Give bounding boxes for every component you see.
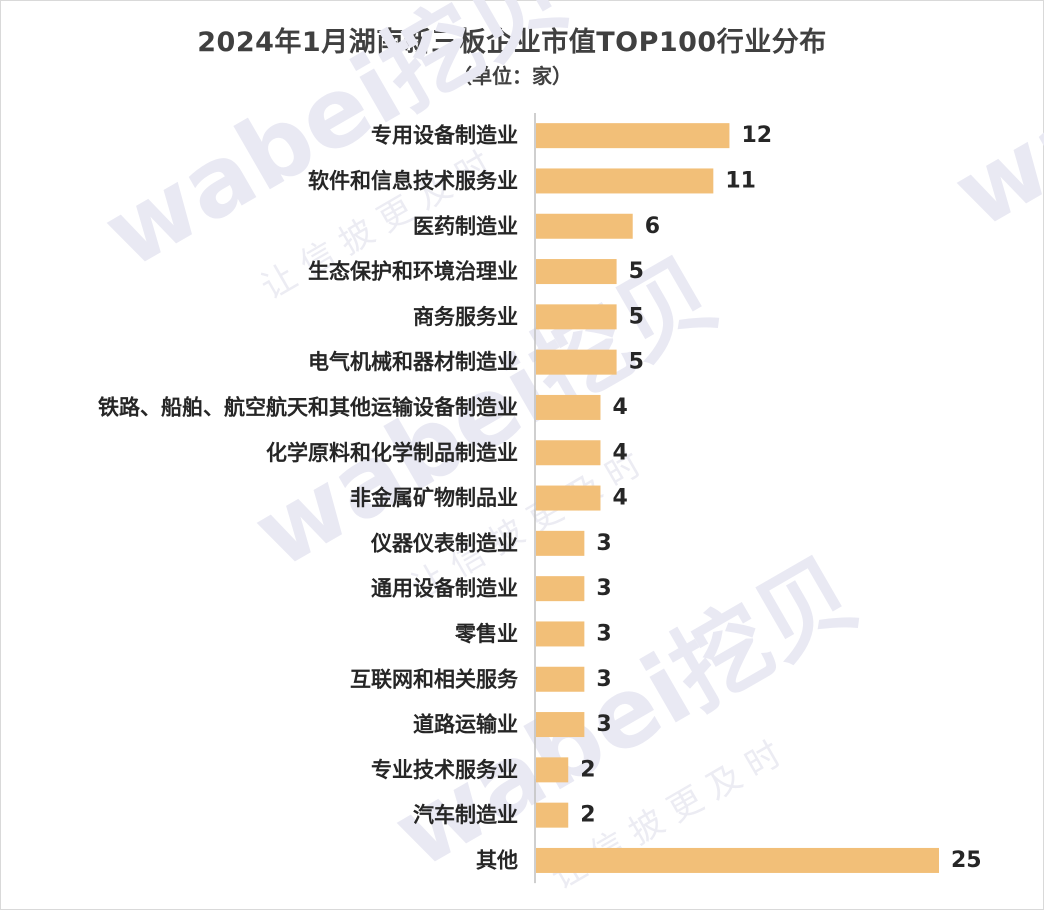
category-label: 其他 <box>476 848 518 872</box>
value-label: 5 <box>629 259 644 284</box>
bar <box>536 349 617 375</box>
bar <box>536 213 633 239</box>
category-label: 仪器仪表制造业 <box>370 531 518 555</box>
bar <box>536 666 585 692</box>
bar <box>536 168 714 194</box>
value-label: 6 <box>645 214 660 239</box>
category-label: 通用设备制造业 <box>371 577 518 601</box>
value-label: 12 <box>741 123 772 148</box>
value-label: 4 <box>612 395 627 420</box>
bars-group: 专用设备制造业 12 软件和信息技术服务业 11 医药制造业 6 生态保护和环境治理业 5 商务… <box>98 123 982 873</box>
value-label: 4 <box>612 440 627 465</box>
category-label: 商务服务业 <box>413 305 518 329</box>
category-label: 医药制造业 <box>413 214 518 238</box>
bar <box>536 530 585 556</box>
value-label: 5 <box>629 304 644 329</box>
value-label: 3 <box>596 621 611 646</box>
category-label: 非金属矿物制品业 <box>350 486 518 510</box>
value-label: 3 <box>596 576 611 601</box>
value-label: 11 <box>725 168 756 193</box>
bar <box>536 621 585 647</box>
category-label: 生态保护和环境治理业 <box>308 260 518 284</box>
bar <box>536 304 617 330</box>
bar <box>536 576 585 602</box>
category-label: 汽车制造业 <box>413 803 518 827</box>
bar <box>536 712 585 738</box>
bar <box>536 259 617 285</box>
category-label: 专用设备制造业 <box>371 124 518 148</box>
category-label: 软件和信息技术服务业 <box>308 169 518 193</box>
category-label: 电气机械和器材制造业 <box>308 350 518 374</box>
bar <box>536 123 730 149</box>
bar <box>536 847 939 873</box>
bar <box>536 485 601 511</box>
value-label: 4 <box>612 486 627 511</box>
chart-subtitle: （单位：家） <box>452 64 572 88</box>
value-label: 2 <box>580 757 595 782</box>
value-label: 3 <box>596 531 611 556</box>
bar <box>536 440 601 466</box>
category-label: 互联网和相关服务 <box>350 667 519 691</box>
bar <box>536 802 569 828</box>
category-label: 零售业 <box>454 622 518 646</box>
value-label: 3 <box>596 667 611 692</box>
value-label: 5 <box>629 350 644 375</box>
bar <box>536 394 601 420</box>
value-label: 2 <box>580 803 595 828</box>
category-label: 道路运输业 <box>413 713 518 737</box>
value-label: 3 <box>596 712 611 737</box>
category-label: 化学原料和化学制品制造业 <box>266 441 518 465</box>
category-label: 专业技术服务业 <box>371 758 518 782</box>
category-label: 铁路、船舶、航空航天和其他运输设备制造业 <box>98 395 518 419</box>
bar <box>536 757 569 783</box>
chart-title: 2024年1月湖南新三板企业市值TOP100行业分布 <box>197 27 827 58</box>
value-label: 25 <box>951 848 982 873</box>
svg-text:wa: wa <box>936 76 1044 250</box>
